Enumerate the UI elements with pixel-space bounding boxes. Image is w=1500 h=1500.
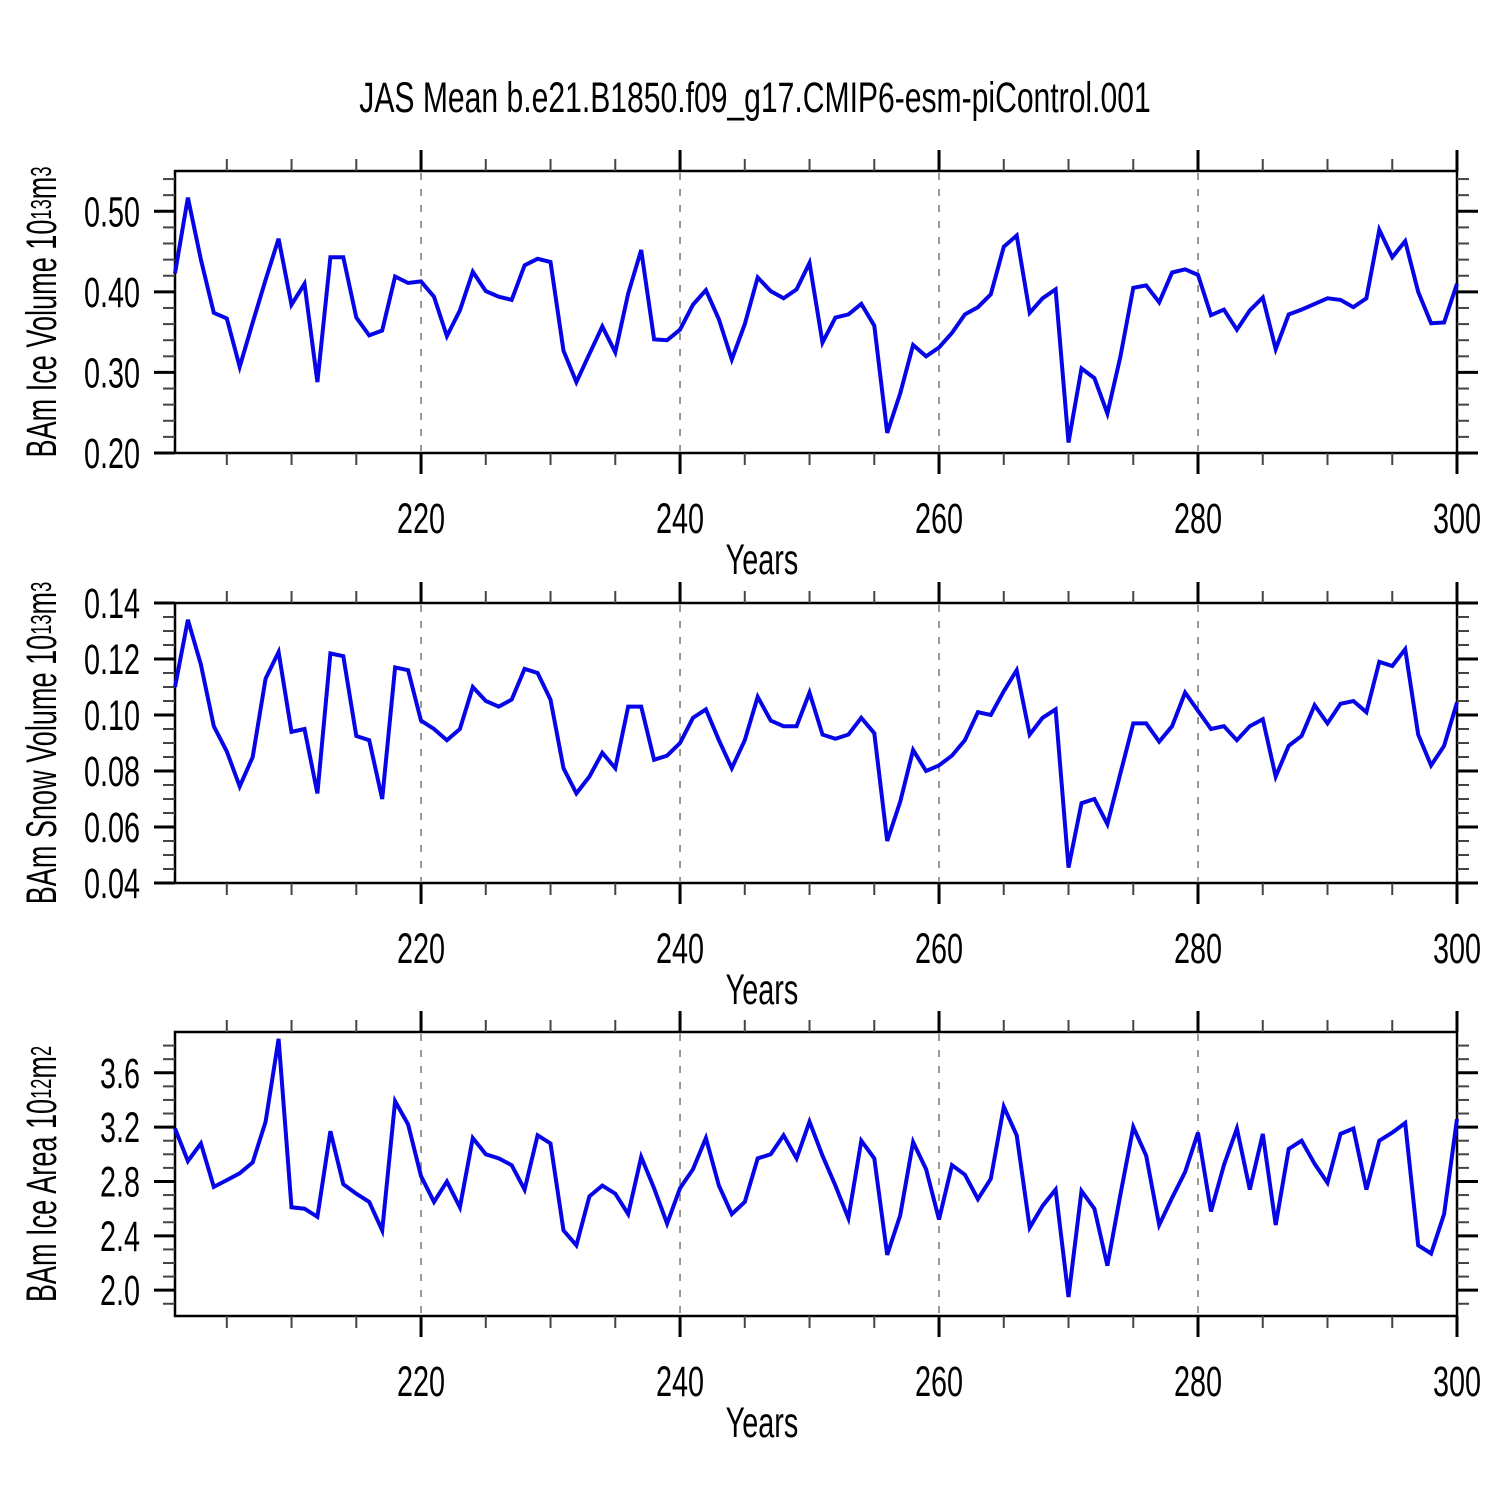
series-line-ice-volume bbox=[173, 197, 1459, 443]
x-tick-label: 260 bbox=[915, 1357, 963, 1405]
y-tick-label: 0.40 bbox=[84, 268, 140, 316]
y-tick-label: 3.6 bbox=[100, 1049, 140, 1097]
x-tick-label: 300 bbox=[1433, 1357, 1481, 1405]
y-tick-label: 0.12 bbox=[84, 635, 140, 683]
y-tick-label: 0.10 bbox=[84, 691, 140, 739]
x-tick-label: 260 bbox=[915, 494, 963, 542]
y-tick-label: 2.8 bbox=[100, 1158, 140, 1206]
chart-title: JAS Mean b.e21.B1850.f09_g17.CMIP6-esm-p… bbox=[359, 74, 1151, 122]
x-tick-label: 220 bbox=[397, 1357, 445, 1405]
plot-frame-panel3 bbox=[173, 1030, 1459, 1318]
series-line-snow-volume bbox=[173, 619, 1459, 868]
y-tick-label: 2.0 bbox=[100, 1266, 140, 1314]
x-tick-label: 240 bbox=[656, 494, 704, 542]
x-tick-label: 240 bbox=[656, 1357, 704, 1405]
x-tick-label: 300 bbox=[1433, 924, 1481, 972]
y-tick-label: 2.4 bbox=[100, 1212, 140, 1260]
x-axis-title-panel1: Years bbox=[725, 535, 799, 584]
y-tick-label: 0.04 bbox=[84, 859, 140, 907]
series-line-ice-area bbox=[173, 1038, 1459, 1298]
x-tick-label: 300 bbox=[1433, 494, 1481, 542]
plot-frame-panel1 bbox=[173, 169, 1459, 455]
y-tick-label: 0.08 bbox=[84, 747, 140, 795]
y-tick-label: 0.20 bbox=[84, 429, 140, 477]
y-tick-label: 3.2 bbox=[100, 1103, 140, 1151]
plot-frame-panel2 bbox=[173, 601, 1459, 885]
y-tick-label: 0.30 bbox=[84, 349, 140, 397]
x-tick-label: 240 bbox=[656, 924, 704, 972]
y-tick-label: 0.50 bbox=[84, 188, 140, 236]
x-tick-label: 280 bbox=[1174, 494, 1222, 542]
x-tick-label: 220 bbox=[397, 494, 445, 542]
x-axis-title-panel2: Years bbox=[725, 965, 799, 1014]
x-tick-label: 260 bbox=[915, 924, 963, 972]
x-axis-title-panel3: Years bbox=[725, 1398, 799, 1447]
x-tick-label: 220 bbox=[397, 924, 445, 972]
y-tick-label: 0.06 bbox=[84, 803, 140, 851]
y-tick-label: 0.14 bbox=[84, 579, 140, 627]
x-tick-label: 280 bbox=[1174, 1357, 1222, 1405]
x-tick-label: 280 bbox=[1174, 924, 1222, 972]
